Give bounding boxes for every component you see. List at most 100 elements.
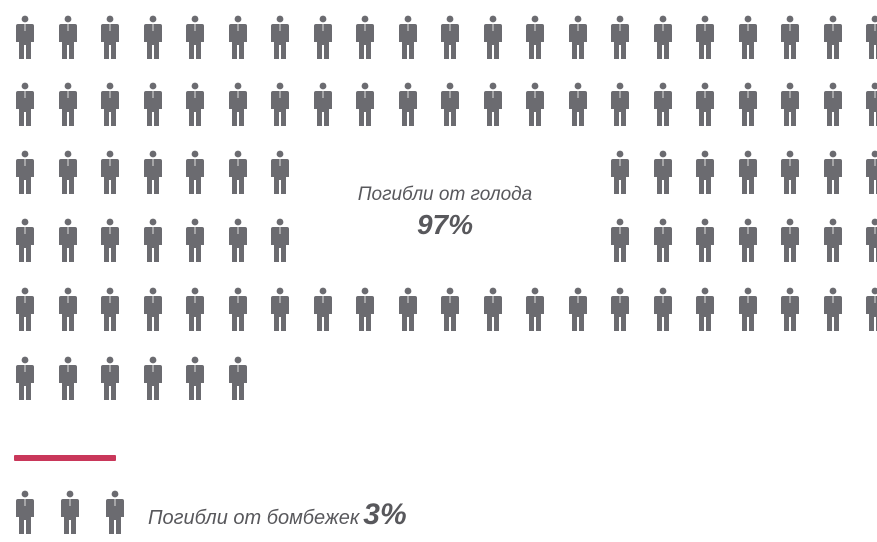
person-icon [14, 287, 36, 333]
person-icon [864, 218, 877, 264]
starvation-label: Погибли от голода [357, 184, 533, 205]
person-icon [227, 82, 249, 128]
person-icon [14, 490, 36, 536]
person-icon [737, 15, 759, 61]
bombing-caption: Погибли от бомбежек 3% [148, 500, 407, 533]
person-icon [694, 218, 716, 264]
person-icon [567, 287, 589, 333]
person-icon [269, 287, 291, 333]
starvation-caption: Погибли от голода 97% [300, 183, 590, 243]
person-icon [227, 150, 249, 196]
person-icon [312, 82, 334, 128]
person-icon [57, 356, 79, 402]
person-icon [609, 218, 631, 264]
person-icon [269, 218, 291, 264]
person-icon [104, 490, 126, 536]
person-icon [482, 287, 504, 333]
person-icon [184, 82, 206, 128]
person-icon [397, 15, 419, 61]
person-icon [779, 150, 801, 196]
person-icon [14, 150, 36, 196]
person-icon [142, 82, 164, 128]
person-icon [524, 82, 546, 128]
person-icon [779, 15, 801, 61]
person-icon [652, 15, 674, 61]
person-icon [269, 15, 291, 61]
section-divider [14, 455, 116, 461]
person-icon [439, 82, 461, 128]
person-icon [227, 287, 249, 333]
person-icon [57, 150, 79, 196]
person-icon [269, 82, 291, 128]
person-icon [864, 287, 877, 333]
person-icon [694, 287, 716, 333]
person-icon [609, 150, 631, 196]
person-icon [99, 150, 121, 196]
person-icon [737, 150, 759, 196]
person-icon [779, 82, 801, 128]
person-icon [652, 150, 674, 196]
person-icon [524, 287, 546, 333]
person-icon [14, 218, 36, 264]
person-icon [227, 15, 249, 61]
person-icon [184, 150, 206, 196]
person-icon [822, 150, 844, 196]
person-icon [59, 490, 81, 536]
person-icon [354, 82, 376, 128]
person-icon [609, 82, 631, 128]
person-icon [99, 356, 121, 402]
person-icon [779, 218, 801, 264]
person-icon [312, 15, 334, 61]
person-icon [99, 287, 121, 333]
person-icon [609, 287, 631, 333]
person-icon [737, 287, 759, 333]
person-icon [227, 218, 249, 264]
person-icon [482, 15, 504, 61]
person-icon [567, 15, 589, 61]
person-icon [312, 287, 334, 333]
person-icon [14, 15, 36, 61]
person-icon [694, 150, 716, 196]
person-icon [397, 287, 419, 333]
person-icon [694, 82, 716, 128]
person-icon [524, 15, 546, 61]
person-icon [822, 82, 844, 128]
person-icon [57, 218, 79, 264]
person-icon [822, 218, 844, 264]
person-icon [354, 287, 376, 333]
person-icon [184, 15, 206, 61]
person-icon [822, 287, 844, 333]
person-icon [694, 15, 716, 61]
person-icon [57, 82, 79, 128]
person-icon [822, 15, 844, 61]
person-icon [567, 82, 589, 128]
person-icon [99, 15, 121, 61]
person-icon [737, 82, 759, 128]
person-icon [142, 218, 164, 264]
person-icon [99, 218, 121, 264]
person-icon [184, 287, 206, 333]
person-icon [99, 82, 121, 128]
person-icon [57, 287, 79, 333]
person-icon [184, 356, 206, 402]
person-icon [227, 356, 249, 402]
person-icon [482, 82, 504, 128]
person-icon [57, 15, 79, 61]
person-icon [652, 287, 674, 333]
person-icon [609, 15, 631, 61]
person-icon [864, 15, 877, 61]
bombing-value: 3% [363, 498, 407, 531]
starvation-value: 97% [416, 209, 474, 240]
person-icon [142, 150, 164, 196]
person-icon [652, 82, 674, 128]
person-icon [397, 82, 419, 128]
person-icon [737, 218, 759, 264]
person-icon [864, 82, 877, 128]
person-icon [269, 150, 291, 196]
person-icon [184, 218, 206, 264]
person-icon [439, 15, 461, 61]
person-icon [864, 150, 877, 196]
person-icon [14, 82, 36, 128]
person-icon [142, 356, 164, 402]
